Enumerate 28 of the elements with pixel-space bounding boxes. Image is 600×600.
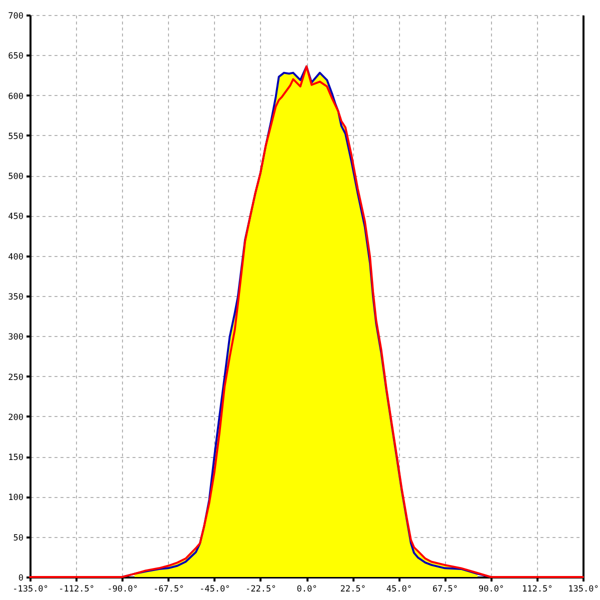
x-tick-label: 45.0° [386, 584, 412, 594]
x-tick-label: -90.0° [107, 584, 138, 594]
y-tick-label: 350 [8, 292, 24, 302]
x-tick-label: 0.0° [296, 584, 318, 594]
y-tick-label: 700 [8, 12, 24, 22]
x-tick-label: -112.5° [58, 584, 94, 594]
x-tick-label: -22.5° [246, 584, 276, 594]
y-tick-label: 200 [8, 412, 24, 423]
y-tick-label: 250 [8, 372, 24, 383]
y-tick-label: 150 [8, 453, 24, 464]
y-tick-label: 550 [8, 132, 24, 142]
x-tick-label: 22.5° [340, 584, 366, 594]
y-tick-label: 650 [8, 52, 24, 62]
x-tick-label: 135.0° [568, 584, 599, 594]
y-tick-label: 300 [8, 332, 24, 343]
y-tick-label: 450 [8, 212, 24, 222]
x-tick-label: 112.5° [522, 584, 553, 594]
y-tick-label: 400 [8, 252, 24, 262]
x-tick-label: -45.0° [199, 584, 230, 594]
x-tick-label: 67.5° [432, 584, 458, 594]
x-tick-label: -135.0° [12, 584, 48, 594]
x-tick-label: 90.0° [478, 584, 504, 594]
y-tick-label: 600 [8, 92, 24, 102]
y-tick-label: 500 [8, 172, 24, 182]
y-tick-label: 50 [13, 533, 24, 544]
y-tick-label: 0 [18, 574, 24, 584]
x-tick-label: -67.5° [153, 584, 184, 594]
y-tick-label: 100 [8, 493, 24, 504]
